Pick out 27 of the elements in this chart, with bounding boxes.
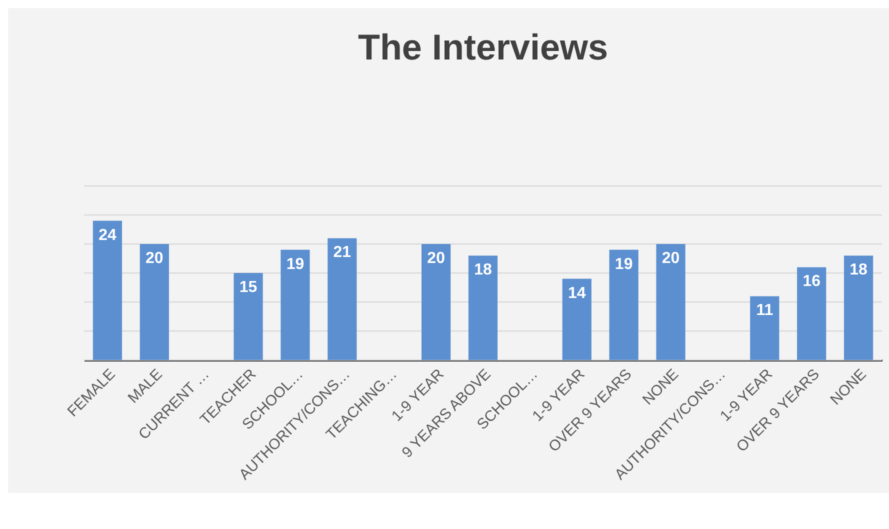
bar — [280, 250, 310, 360]
data-label: 20 — [146, 250, 164, 267]
bar — [562, 278, 592, 360]
bar — [140, 244, 169, 360]
data-label: 11 — [756, 302, 774, 320]
data-label: 19 — [614, 256, 633, 273]
data-label: 15 — [239, 279, 258, 296]
data-label: 19 — [286, 256, 304, 273]
bar — [422, 244, 451, 360]
data-label: 24 — [98, 226, 116, 244]
bar — [750, 296, 780, 360]
bar — [656, 244, 686, 360]
data-label: 20 — [427, 250, 446, 267]
bar — [328, 238, 357, 360]
data-label: 16 — [802, 273, 821, 290]
data-label: 21 — [333, 244, 352, 262]
data-label: 18 — [474, 262, 492, 279]
bar — [844, 256, 874, 360]
bar — [234, 273, 263, 360]
bar — [468, 256, 498, 360]
bar — [797, 267, 826, 360]
chart-title: The Interviews — [358, 26, 608, 68]
data-label: 20 — [662, 250, 680, 267]
data-label: 14 — [568, 284, 586, 302]
data-label: 18 — [850, 262, 868, 279]
bar — [609, 250, 638, 360]
bar — [92, 220, 122, 360]
